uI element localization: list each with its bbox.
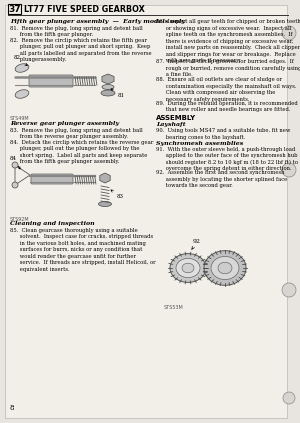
Text: Synchromesh assemblies: Synchromesh assemblies: [156, 140, 243, 146]
Text: ASSEMBLY: ASSEMBLY: [156, 115, 196, 121]
Text: 82: 82: [14, 55, 27, 66]
Text: 92: 92: [192, 239, 201, 249]
Circle shape: [12, 162, 18, 168]
Text: 84: 84: [10, 156, 20, 169]
FancyBboxPatch shape: [31, 174, 73, 184]
Ellipse shape: [211, 256, 239, 280]
FancyBboxPatch shape: [5, 5, 287, 418]
Text: 8: 8: [10, 404, 14, 412]
FancyBboxPatch shape: [29, 75, 73, 87]
Ellipse shape: [98, 201, 112, 206]
Text: 92.  Assemble the first and second synchromesh
      assembly by locating the sh: 92. Assemble the first and second synchr…: [156, 170, 287, 188]
Text: Reverse gear plunger assembly: Reverse gear plunger assembly: [10, 121, 119, 126]
Text: 81: 81: [111, 89, 125, 98]
Text: 84.  Detach the circlip which retains the reverse gear
      plunger, pull out t: 84. Detach the circlip which retains the…: [10, 140, 153, 164]
Ellipse shape: [101, 90, 115, 96]
Ellipse shape: [176, 258, 200, 277]
Text: 83: 83: [111, 190, 124, 199]
Text: Layshaft: Layshaft: [156, 122, 186, 127]
Text: 87.  Inspect all circlip grooves for burried edges.  If
      rough or burried, : 87. Inspect all circlip grooves for burr…: [156, 59, 300, 77]
Text: 83.  Remove the plug, long spring and detent ball
      from the reverse gear pl: 83. Remove the plug, long spring and det…: [10, 127, 143, 139]
Text: 91.  With the outer sleeve held, a push-through load
      applied to the outer : 91. With the outer sleeve held, a push-t…: [156, 146, 298, 171]
Text: STS92M: STS92M: [10, 217, 30, 222]
Text: STS53M: STS53M: [164, 305, 184, 310]
Ellipse shape: [218, 262, 232, 274]
Text: Fifth gear plunger assembly  —  Early models only: Fifth gear plunger assembly — Early mode…: [10, 19, 185, 24]
Text: 86.  Inspect all gear teeth for chipped or broken teeth,
      or showing signs : 86. Inspect all gear teeth for chipped o…: [156, 19, 300, 63]
Text: LT77 FIVE SPEED GEARBOX: LT77 FIVE SPEED GEARBOX: [24, 5, 145, 14]
Text: 89.  During the rebuild operation, it is recommended
      that new roller and n: 89. During the rebuild operation, it is …: [156, 101, 298, 112]
Ellipse shape: [102, 85, 114, 90]
Circle shape: [282, 283, 296, 297]
Text: 85.  Clean gearcase thoroughly using a suitable
      solvent.  Inspect case for: 85. Clean gearcase thoroughly using a su…: [10, 228, 156, 272]
Text: Cleaning and inspection: Cleaning and inspection: [10, 221, 95, 226]
Ellipse shape: [15, 64, 29, 72]
Polygon shape: [100, 173, 110, 183]
Ellipse shape: [170, 254, 206, 283]
Text: 88.  Ensure all oil outlets are clear of sludge or
      contamination especiall: 88. Ensure all oil outlets are clear of …: [156, 77, 296, 102]
Text: 81.  Remove the plug, long spring and detent ball
      from the fifth gear plun: 81. Remove the plug, long spring and det…: [10, 25, 143, 37]
Polygon shape: [102, 74, 114, 84]
Ellipse shape: [182, 263, 194, 273]
Ellipse shape: [204, 251, 246, 286]
FancyBboxPatch shape: [8, 4, 21, 14]
Text: 90.  Using tools MS47 and a suitable tube, fit new
      bearing cones to the la: 90. Using tools MS47 and a suitable tube…: [156, 128, 290, 140]
Text: 37: 37: [8, 5, 21, 14]
Text: 82.  Remove the circlip which retains the fifth gear
      plunger, pull out plu: 82. Remove the circlip which retains the…: [10, 38, 152, 62]
Circle shape: [282, 163, 296, 177]
Text: STS49M: STS49M: [10, 116, 30, 121]
Circle shape: [12, 182, 18, 188]
Ellipse shape: [15, 90, 29, 98]
Circle shape: [283, 392, 295, 404]
Circle shape: [282, 26, 296, 40]
